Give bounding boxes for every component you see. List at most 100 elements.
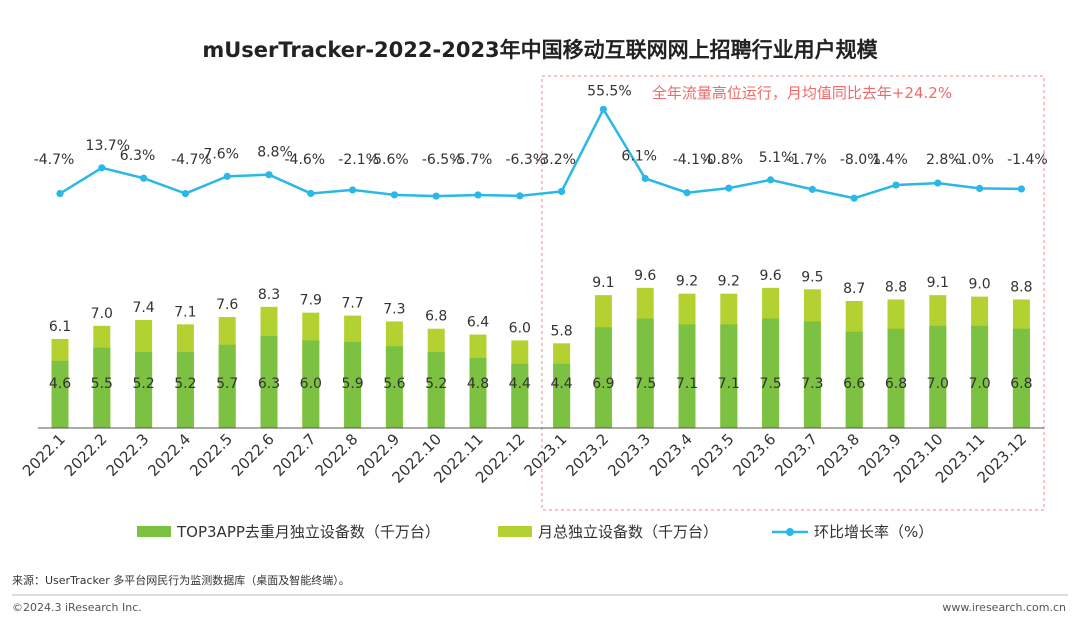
growth-point-2022.5 — [223, 172, 231, 180]
label-top3-2023.11: 7.0 — [968, 376, 990, 392]
legend-label-growth: 环比增长率（%） — [814, 523, 933, 541]
label-total-2022.5: 7.6 — [216, 297, 238, 313]
label-total-2023.4: 9.2 — [676, 274, 698, 290]
legend-marker-growth — [786, 528, 794, 536]
bar-top3-2023.7 — [803, 321, 821, 428]
bar-top3-2022.7 — [302, 340, 320, 428]
bar-top3-2023.1 — [553, 363, 571, 428]
bar-top3-2022.10 — [427, 352, 445, 428]
growth-label-2023.12: -1.4% — [1007, 152, 1048, 168]
growth-point-2023.7 — [808, 185, 817, 193]
x-tick-2022.5: 2022.5 — [186, 430, 236, 480]
growth-point-2023.8 — [850, 194, 858, 202]
x-tick-2022.7: 2022.7 — [270, 430, 320, 480]
growth-point-2022.11 — [474, 191, 482, 199]
growth-point-2023.12 — [1017, 185, 1025, 193]
label-top3-2022.10: 5.2 — [425, 376, 447, 392]
growth-label-2022.11: -5.7% — [452, 152, 493, 168]
label-total-2022.1: 6.1 — [49, 319, 71, 335]
bar-top3-2022.2 — [93, 347, 111, 428]
bar-top3-2023.9 — [887, 328, 905, 428]
label-top3-2022.12: 4.4 — [509, 376, 531, 392]
growth-point-2022.8 — [349, 186, 357, 194]
growth-label-2022.8: -2.1% — [338, 152, 379, 168]
label-total-2023.11: 9.0 — [968, 277, 990, 293]
bar-top3-2022.6 — [260, 336, 278, 428]
growth-label-2023.8: -8.0% — [840, 152, 881, 168]
growth-point-2022.2 — [98, 164, 106, 172]
growth-line-group: -4.7%13.7%6.3% -4.7%7.6% 8.8%-4.6% -2.1%-5.… — [34, 83, 1048, 202]
label-total-2023.9: 8.8 — [885, 280, 907, 296]
bar-top3-2023.6 — [762, 318, 780, 428]
label-top3-2022.9: 5.6 — [383, 376, 405, 392]
label-top3-2023.8: 6.6 — [843, 376, 865, 392]
growth-point-2022.4 — [181, 189, 189, 198]
growth-label-2022.3: 6.3% — [120, 148, 156, 164]
label-top3-2022.2: 5.5 — [91, 376, 113, 392]
legend: TOP3APP去重月独立设备数（千万台） 月总独立设备数（千万台） 环比增长率（… — [137, 523, 933, 541]
label-total-2023.8: 8.7 — [843, 281, 865, 297]
bar-top3-2022.11 — [469, 357, 487, 428]
label-total-2022.7: 7.9 — [300, 293, 322, 309]
label-top3-2022.3: 5.2 — [132, 376, 154, 392]
bar-top3-2023.5 — [720, 324, 738, 428]
bar-top3-2022.12 — [511, 363, 529, 428]
label-top3-2023.7: 7.3 — [801, 376, 823, 392]
label-total-2023.12: 8.8 — [1010, 280, 1032, 296]
label-top3-2023.4: 7.1 — [676, 376, 698, 392]
growth-label-2023.9: 1.4% — [872, 152, 908, 168]
growth-point-2023.6 — [767, 176, 775, 184]
growth-point-2023.5 — [725, 184, 733, 192]
label-top3-2022.8: 5.9 — [341, 376, 363, 392]
label-top3-2022.1: 4.6 — [49, 376, 71, 392]
label-top3-2023.3: 7.5 — [634, 376, 656, 392]
x-tick-2022.4: 2022.4 — [144, 430, 194, 480]
growth-label-2022.12: -6.3% — [505, 152, 546, 168]
x-tick-labels: 2022.12022.22022.32022.42022.52022.62022… — [19, 430, 1030, 487]
legend-swatch-top3 — [137, 526, 171, 537]
label-total-2023.5: 9.2 — [718, 274, 740, 290]
x-tick-2022.2: 2022.2 — [61, 430, 111, 480]
label-top3-2023.1: 4.4 — [550, 376, 572, 392]
growth-label-2022.2: 13.7% — [86, 138, 130, 154]
x-tick-2023.5: 2023.5 — [688, 430, 738, 480]
growth-label-2023.3: 6.1% — [621, 148, 657, 164]
label-top3-2022.4: 5.2 — [174, 376, 196, 392]
bar-top3-2022.8 — [344, 341, 362, 428]
label-total-2023.10: 9.1 — [927, 275, 949, 291]
label-top3-2022.5: 5.7 — [216, 376, 238, 392]
legend-label-top3: TOP3APP去重月独立设备数（千万台） — [176, 523, 440, 541]
label-top3-2023.2: 6.9 — [592, 376, 614, 392]
growth-point-2022.1 — [56, 189, 64, 198]
x-tick-2023.7: 2023.7 — [771, 430, 821, 480]
label-top3-2022.6: 6.3 — [258, 376, 280, 392]
growth-label-2023.10: 2.8% — [926, 152, 962, 168]
growth-point-2023.10 — [934, 179, 942, 187]
growth-label-2022.6: 8.8% — [257, 145, 293, 161]
growth-label-2022.7: -4.6% — [284, 152, 325, 168]
legend-swatch-total — [498, 526, 532, 537]
x-tick-2023.4: 2023.4 — [646, 430, 696, 480]
x-tick-2023.6: 2023.6 — [730, 430, 780, 480]
growth-label-2022.10: -6.5% — [422, 152, 463, 168]
growth-point-2023.1 — [558, 187, 566, 196]
growth-label-2023.5: -0.8% — [702, 152, 743, 168]
label-top3-2023.6: 7.5 — [759, 376, 781, 392]
chart-title: mUserTracker-2022-2023年中国移动互联网网上招聘行业用户规模 — [202, 38, 878, 62]
x-tick-2023.3: 2023.3 — [604, 430, 654, 480]
growth-point-2023.2 — [599, 105, 608, 113]
annotation-text: 全年流量高位运行，月均值同比去年+24.2% — [652, 84, 952, 102]
label-total-2022.9: 7.3 — [383, 301, 405, 317]
label-top3-2023.10: 7.0 — [927, 376, 949, 392]
growth-point-2022.10 — [432, 192, 440, 200]
growth-point-2022.12 — [516, 192, 524, 200]
x-tick-2022.6: 2022.6 — [228, 430, 278, 480]
x-tick-2022.8: 2022.8 — [312, 430, 362, 480]
x-tick-2023.2: 2023.2 — [562, 430, 612, 480]
bar-top3-2023.10 — [929, 325, 947, 428]
label-total-2022.12: 6.0 — [509, 320, 531, 336]
x-tick-2022.3: 2022.3 — [103, 430, 153, 480]
growth-label-2022.1: -4.7% — [34, 152, 75, 168]
bar-top3-2022.5 — [218, 344, 236, 428]
